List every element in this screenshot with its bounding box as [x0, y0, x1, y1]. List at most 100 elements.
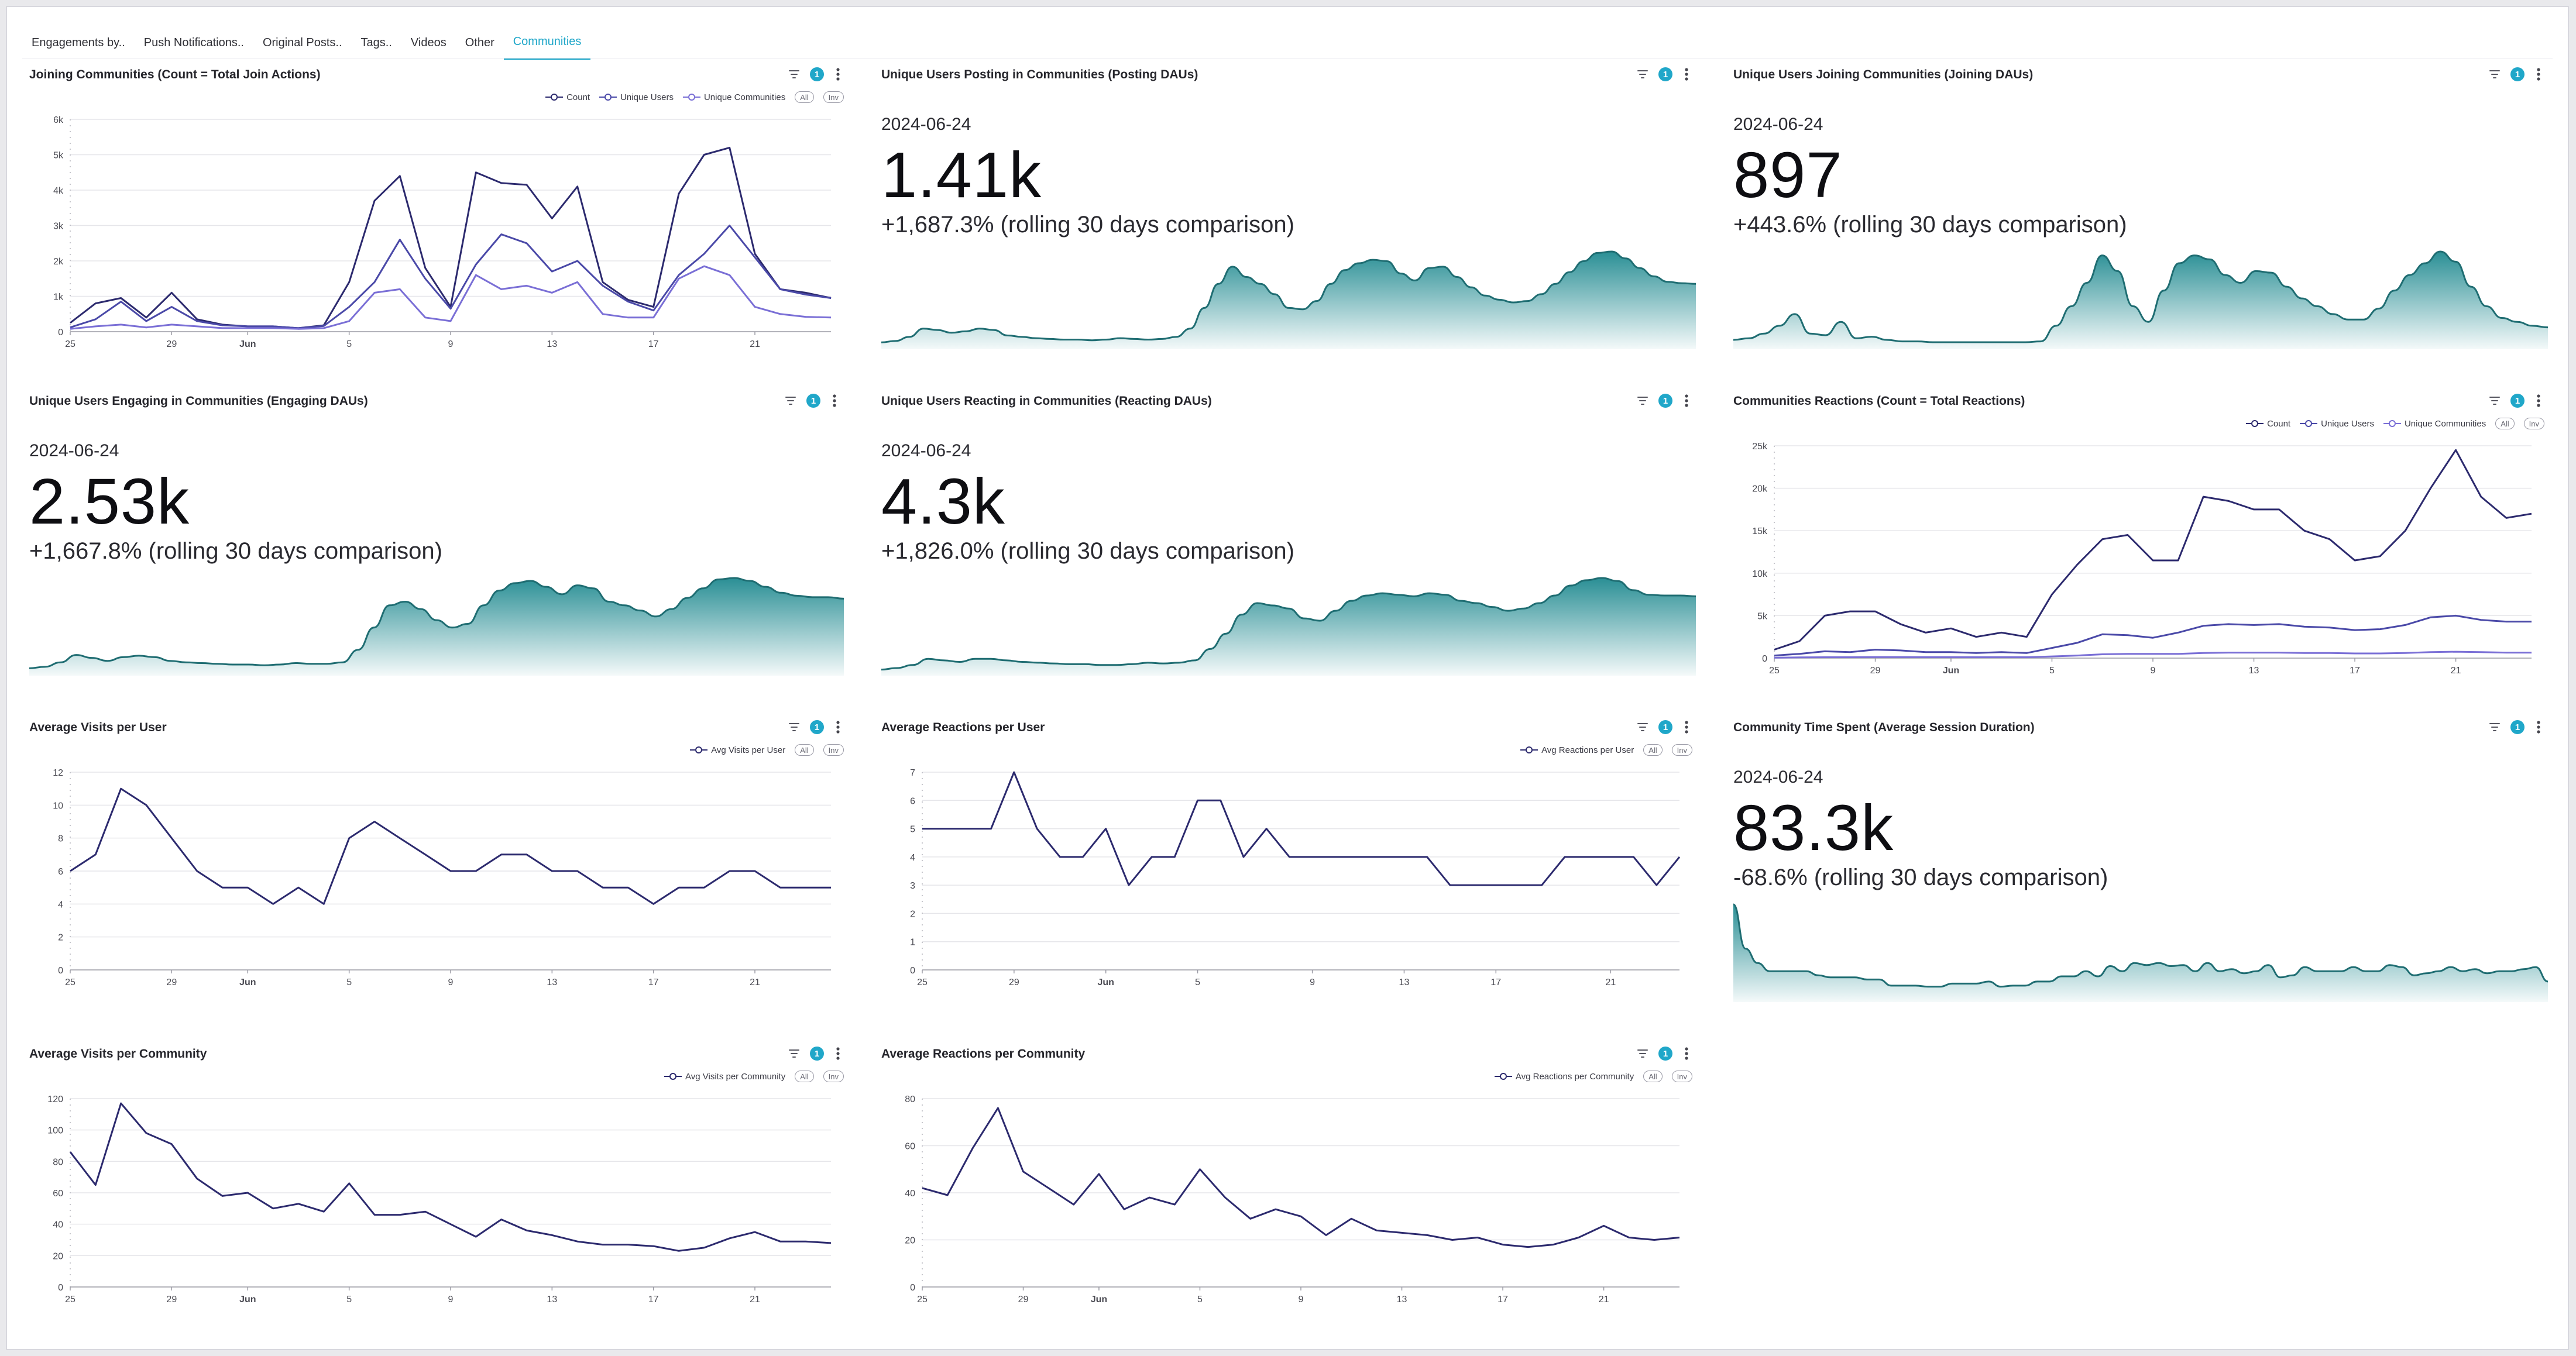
legend-item[interactable]: Unique Communities	[682, 92, 785, 102]
legend-invert-button[interactable]: Inv	[823, 1071, 844, 1082]
filter-icon[interactable]	[2487, 720, 2502, 735]
panel-controls: 1	[783, 391, 840, 411]
filter-count-badge[interactable]: 1	[1658, 1047, 1672, 1061]
tab-tags[interactable]: Tags..	[360, 36, 392, 49]
more-options-icon[interactable]	[1681, 1045, 1692, 1062]
more-options-icon[interactable]	[2533, 718, 2544, 736]
panel-controls: 1	[786, 1044, 844, 1064]
area-fill	[881, 578, 1696, 676]
legend-item[interactable]: Count	[2246, 419, 2290, 429]
y-tick-label: 2	[58, 933, 63, 943]
x-tick-label: 13	[2249, 666, 2259, 676]
filter-icon[interactable]	[786, 1046, 802, 1061]
legend-invert-button[interactable]: Inv	[2523, 418, 2544, 429]
x-tick-label: 5	[1195, 978, 1200, 987]
more-options-icon[interactable]	[1681, 718, 1692, 736]
panel-title: Communities Reactions (Count = Total Rea…	[1733, 394, 2025, 408]
y-tick-label: 10k	[1752, 569, 1768, 579]
x-tick-label: 29	[166, 1295, 177, 1305]
x-tick-label: 17	[648, 978, 659, 987]
more-options-icon[interactable]	[829, 392, 840, 409]
more-options-icon[interactable]	[832, 1045, 844, 1062]
chart-legend: Avg Reactions per User All Inv	[1520, 744, 1692, 756]
legend-item[interactable]: Unique Users	[599, 92, 674, 102]
filter-icon[interactable]	[786, 720, 802, 735]
filter-count-badge[interactable]: 1	[2510, 720, 2525, 734]
more-options-icon[interactable]	[832, 66, 844, 83]
y-tick-label: 10	[53, 801, 63, 811]
panel-controls: 1	[1635, 1044, 1692, 1064]
y-tick-label: 2k	[53, 257, 64, 267]
area-line	[881, 577, 1696, 671]
x-tick-label: 9	[2151, 666, 2156, 676]
tab-videos[interactable]: Videos	[410, 36, 446, 49]
filter-count-badge[interactable]: 1	[806, 394, 820, 408]
legend-invert-button[interactable]: Inv	[823, 91, 844, 103]
legend-item[interactable]: Avg Visits per Community	[664, 1072, 785, 1082]
legend-all-button[interactable]: All	[795, 1071, 814, 1082]
tab-engagements[interactable]: Engagements by..	[32, 36, 125, 49]
filter-count-badge[interactable]: 1	[810, 720, 824, 734]
filter-count-badge[interactable]: 1	[1658, 394, 1672, 408]
filter-icon[interactable]	[1635, 393, 1650, 408]
x-tick-label: 13	[1397, 1295, 1407, 1305]
legend-item[interactable]: Unique Communities	[2383, 419, 2486, 429]
legend-item[interactable]: Avg Visits per User	[690, 745, 785, 755]
legend-marker	[545, 94, 564, 101]
more-options-icon[interactable]	[2533, 66, 2544, 83]
area-line	[881, 250, 1696, 343]
line-chart: 0 1 2 3 4 5 6 7 25 29 Jun 5 9 13 17 21	[910, 768, 1681, 987]
tab-push-notifications[interactable]: Push Notifications..	[143, 36, 244, 49]
panel-avg-visits-user: 0 2 4 6 8 10 12 25 29 Jun 5 9 13 17 21 Average Visits …	[29, 717, 847, 992]
y-tick-label: 5k	[1757, 611, 1768, 621]
tab-other[interactable]: Other	[465, 36, 494, 49]
more-options-icon[interactable]	[1681, 392, 1692, 409]
metric-date: 2024-06-24	[881, 441, 971, 460]
y-tick-label: 4	[58, 900, 63, 910]
legend-invert-button[interactable]: Inv	[1671, 744, 1692, 756]
y-tick-label: 3k	[53, 222, 64, 232]
y-tick-label: 60	[53, 1189, 63, 1199]
legend-invert-button[interactable]: Inv	[1671, 1071, 1692, 1082]
tab-original-posts[interactable]: Original Posts..	[262, 36, 342, 49]
legend-marker	[682, 94, 700, 101]
legend-all-button[interactable]: All	[795, 91, 814, 103]
y-tick-label: 20	[53, 1251, 63, 1261]
tab-communities[interactable]: Communities	[503, 34, 591, 60]
filter-count-badge[interactable]: 1	[1658, 720, 1672, 734]
filter-icon[interactable]	[2487, 67, 2502, 82]
legend-all-button[interactable]: All	[1643, 1071, 1663, 1082]
chart-legend: Avg Visits per User All Inv	[690, 744, 844, 756]
series-line	[70, 225, 832, 329]
filter-icon[interactable]	[786, 67, 802, 82]
legend-item[interactable]: Count	[545, 92, 590, 102]
legend-item[interactable]: Unique Users	[2300, 419, 2374, 429]
legend-item[interactable]: Avg Reactions per User	[1520, 745, 1634, 755]
x-tick-label: 9	[448, 1295, 454, 1305]
filter-icon[interactable]	[1635, 720, 1650, 735]
filter-count-badge[interactable]: 1	[810, 67, 824, 81]
filter-count-badge[interactable]: 1	[1658, 67, 1672, 81]
filter-icon[interactable]	[783, 393, 798, 408]
panel-title: Unique Users Reacting in Communities (Re…	[881, 394, 1212, 408]
x-tick-label: 21	[2451, 666, 2461, 676]
filter-icon[interactable]	[2487, 393, 2502, 408]
x-tick-label: 29	[166, 978, 177, 987]
legend-all-button[interactable]: All	[2495, 418, 2515, 429]
legend-all-button[interactable]: All	[1643, 744, 1663, 756]
filter-count-badge[interactable]: 1	[2510, 394, 2525, 408]
more-options-icon[interactable]	[832, 718, 844, 736]
filter-icon[interactable]	[1635, 67, 1650, 82]
y-tick-label: 6	[58, 867, 63, 877]
metric-value: 2.53k	[29, 466, 190, 538]
filter-count-badge[interactable]: 1	[2510, 67, 2525, 81]
legend-invert-button[interactable]: Inv	[823, 744, 844, 756]
legend-all-button[interactable]: All	[795, 744, 814, 756]
legend-item[interactable]: Avg Reactions per Community	[1494, 1072, 1634, 1082]
more-options-icon[interactable]	[1681, 66, 1692, 83]
more-options-icon[interactable]	[2533, 392, 2544, 409]
filter-count-badge[interactable]: 1	[810, 1047, 824, 1061]
chart-legend: Count Unique Users Unique Communities All In…	[545, 91, 844, 103]
filter-icon[interactable]	[1635, 1046, 1650, 1061]
x-tick-label: 29	[1018, 1295, 1029, 1305]
